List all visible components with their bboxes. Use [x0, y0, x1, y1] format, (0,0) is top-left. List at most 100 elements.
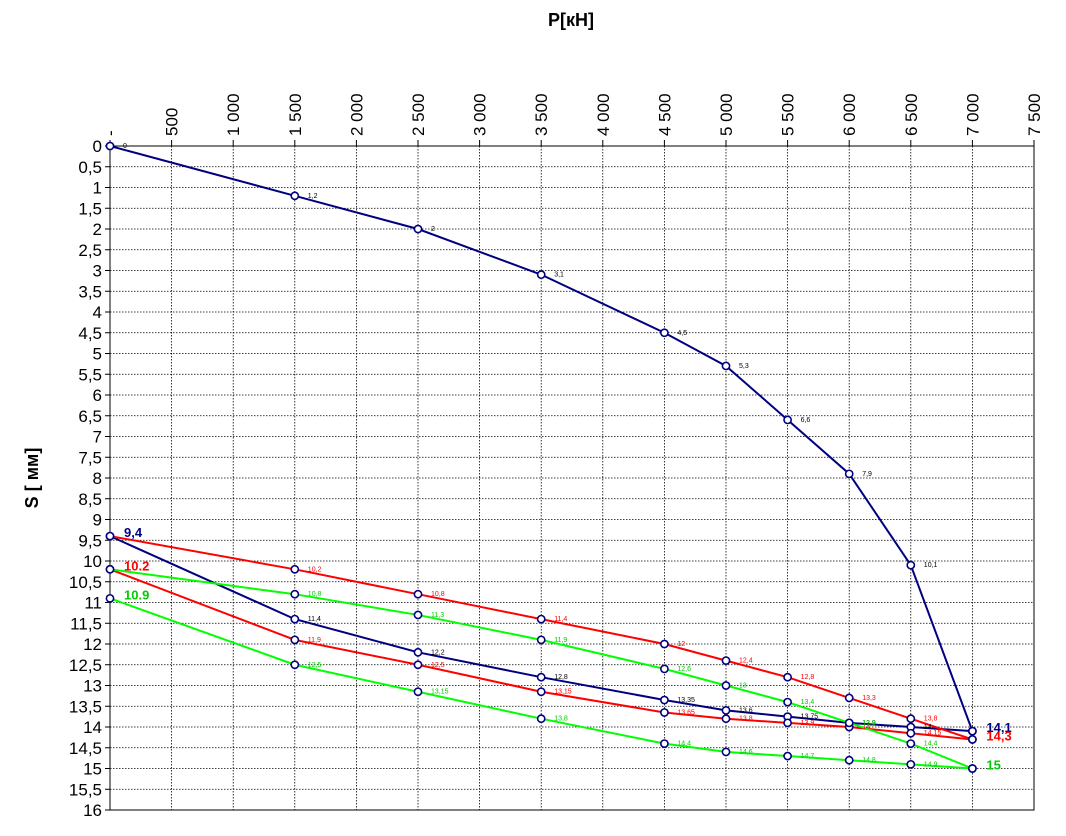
data-point: [722, 657, 729, 664]
y-tick-label: 10,5: [69, 573, 102, 592]
y-tick-label: 16: [83, 801, 102, 820]
y-tick-label: 1,5: [78, 199, 102, 218]
data-label: 13,8: [924, 716, 938, 723]
x-tick-label: -: [101, 130, 120, 136]
y-tick-label: 13,5: [69, 697, 102, 716]
y-tick-label: 9,5: [78, 531, 102, 550]
y-tick-label: 14,5: [69, 739, 102, 758]
data-point: [538, 636, 545, 643]
y-axis-ticks: 0 0,5 11,5 2 2,5 33,5 4 4,5 55,5 6 6,5 77,5 8 8,5 99,5…: [69, 137, 110, 820]
x-tick-label: 5 000: [717, 93, 736, 136]
data-label: 14,15: [924, 730, 942, 737]
data-point: [722, 715, 729, 722]
data-label: 13,15: [554, 689, 572, 696]
data-label: 13,15: [431, 689, 449, 696]
y-tick-label: 10: [83, 552, 102, 571]
data-label: 12,5: [431, 662, 445, 669]
data-label: 2: [431, 226, 435, 233]
data-label: 13,65: [677, 709, 695, 716]
data-point: [661, 665, 668, 672]
y-tick-label: 0,5: [78, 158, 102, 177]
x-tick-label: 2 500: [409, 93, 428, 136]
y-tick-label: 8: [93, 469, 102, 488]
x-tick-label: 5 500: [779, 93, 798, 136]
data-point: [291, 616, 298, 623]
data-label: 14,8: [862, 757, 876, 764]
x-tick-label: 1 000: [224, 93, 243, 136]
data-label: 11,9: [308, 637, 321, 644]
data-point: [106, 566, 113, 573]
data-point: [538, 715, 545, 722]
data-label: 11,3: [431, 612, 444, 619]
y-tick-label: 15: [83, 760, 102, 779]
data-point: [907, 715, 914, 722]
y-tick-label: 14: [83, 718, 102, 737]
x-tick-label: 4 000: [594, 93, 613, 136]
data-point: [784, 416, 791, 423]
data-label: 12,8: [554, 674, 568, 681]
data-label: 14,7: [801, 753, 815, 760]
x-tick-label: 3 500: [532, 93, 551, 136]
x-tick-label: 7 500: [1025, 93, 1044, 136]
data-point: [784, 752, 791, 759]
data-label: 12: [677, 641, 685, 648]
y-tick-label: 2,5: [78, 241, 102, 260]
annotation-label: 15: [986, 758, 1000, 773]
data-point: [907, 740, 914, 747]
data-point: [291, 566, 298, 573]
y-tick-label: 7,5: [78, 448, 102, 467]
data-point: [661, 696, 668, 703]
x-tick-label: 1 500: [286, 93, 305, 136]
y-tick-label: 5,5: [78, 365, 102, 384]
data-point: [538, 674, 545, 681]
data-label: 13,9: [862, 720, 876, 727]
data-point: [291, 591, 298, 598]
data-label: 12,6: [677, 666, 691, 673]
data-point: [784, 699, 791, 706]
y-tick-label: 11: [84, 594, 102, 613]
data-point: [291, 192, 298, 199]
data-point: [846, 694, 853, 701]
data-label: 11,4: [308, 616, 321, 623]
data-point: [722, 362, 729, 369]
data-point: [291, 661, 298, 668]
data-point: [784, 674, 791, 681]
grid: [110, 146, 1034, 810]
data-point: [722, 707, 729, 714]
data-label: 13,4: [801, 699, 815, 706]
data-label: 13,9: [801, 720, 815, 727]
data-point: [661, 740, 668, 747]
y-tick-label: 3: [93, 262, 102, 281]
data-point: [106, 533, 113, 540]
data-label: 10,1: [924, 562, 938, 569]
data-label: 14,4: [677, 741, 691, 748]
data-label: 1,2: [308, 193, 318, 200]
x-tick-label: 6 500: [902, 93, 921, 136]
data-label: 12,4: [739, 658, 753, 665]
x-axis-title: P[кН]: [548, 10, 594, 30]
y-tick-label: 11,5: [70, 614, 102, 633]
data-point: [414, 611, 421, 618]
x-tick-label: 4 500: [655, 93, 674, 136]
data-label: 7,9: [862, 471, 872, 478]
y-tick-label: 6,5: [78, 407, 102, 426]
data-point: [291, 636, 298, 643]
data-point: [907, 761, 914, 768]
data-label: 4,5: [677, 330, 687, 337]
data-label: 13,35: [677, 697, 695, 704]
data-point: [661, 709, 668, 716]
data-label: 6,6: [801, 417, 811, 424]
y-tick-label: 9: [93, 511, 102, 530]
data-label: 5,3: [739, 363, 749, 370]
y-tick-label: 12,5: [69, 656, 102, 675]
data-point: [538, 616, 545, 623]
x-axis-ticks: - 500 1 000 1 500 2 000 2 500 3 000 3 500 4 000 4…: [101, 93, 1044, 146]
data-label: 13,3: [862, 695, 876, 702]
data-label: 13,6: [739, 707, 753, 714]
annotation-label: 10.2: [124, 558, 149, 573]
data-point: [969, 728, 976, 735]
y-tick-label: 1: [93, 179, 102, 198]
data-point: [661, 329, 668, 336]
data-label: 12,5: [308, 662, 322, 669]
x-tick-label: 7 000: [963, 93, 982, 136]
